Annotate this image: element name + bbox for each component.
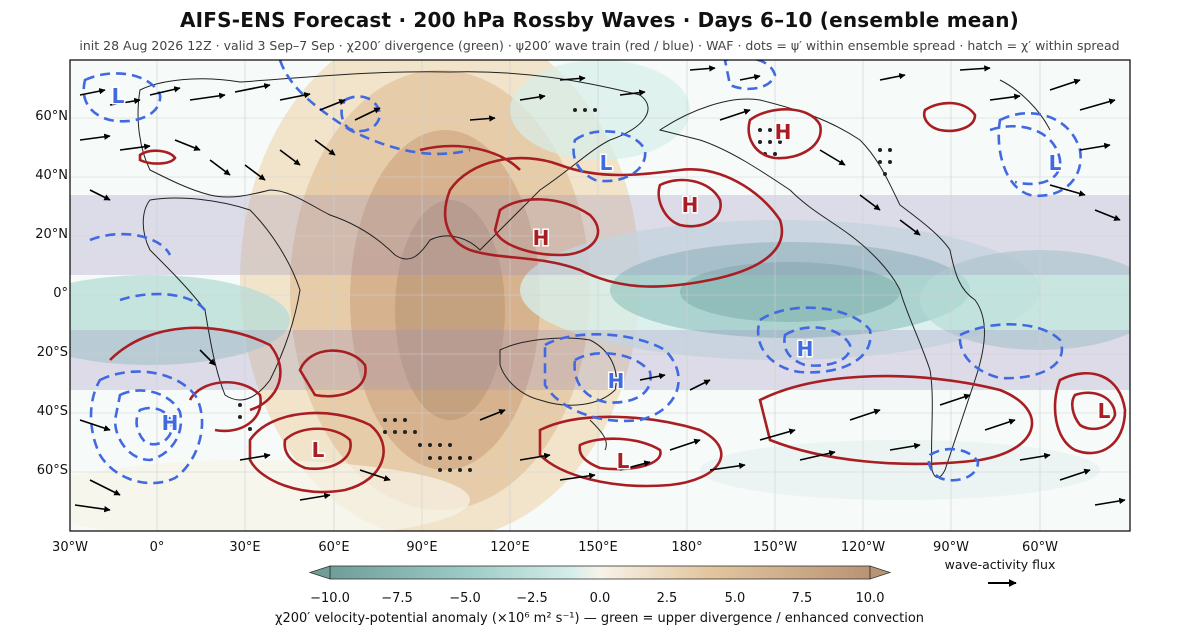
colorbar (308, 565, 892, 580)
colorbar-tick: 0.0 (589, 591, 611, 606)
stipple-dots (238, 108, 892, 472)
center-label-high: H (162, 411, 179, 435)
lon-label: 30°W (52, 540, 88, 555)
lon-label: 0° (149, 540, 165, 555)
center-label-high: H (797, 337, 814, 361)
colorbar-tick: −5.0 (449, 591, 481, 606)
center-label-low: L (1049, 151, 1062, 175)
colorbar-label: χ200′ velocity-potential anomaly (×10⁶ m… (274, 611, 925, 626)
center-label-high: H (608, 369, 625, 393)
lat-label: 20°N (35, 227, 68, 242)
center-label-low: L (617, 449, 630, 473)
colorbar-tick: 5.0 (724, 591, 746, 606)
waf-legend-label: wave-activity flux (944, 557, 1056, 572)
page-title: AIFS-ENS Forecast · 200 hPa Rossby Waves… (179, 8, 1019, 32)
colorbar-tick: −7.5 (381, 591, 413, 606)
colorbar-tick: −2.5 (516, 591, 548, 606)
colorbar-tick: 10.0 (855, 591, 885, 606)
lat-label: 60°N (35, 109, 68, 124)
lon-label: 120°W (840, 540, 886, 555)
page-subtitle: init 28 Aug 2026 12Z · valid 3 Sep–7 Sep… (79, 38, 1120, 53)
colorbar-tick: −10.0 (310, 591, 350, 606)
lat-label: 40°S (36, 404, 68, 419)
lon-label: 60°E (318, 540, 350, 555)
map-frame (69, 59, 1131, 532)
colorbar-tick: 7.5 (791, 591, 813, 606)
lon-label: 120°E (490, 540, 530, 555)
chi-anomaly-shading (70, 60, 1130, 531)
lon-label: 150°E (578, 540, 618, 555)
lat-label: 40°N (35, 168, 68, 183)
center-label-high: H (775, 120, 792, 144)
center-label-low: L (600, 151, 613, 175)
waf-arrows (74, 65, 1126, 513)
map-layers: L H H H L L H H H L L L (70, 60, 1130, 531)
lon-label: 180° (671, 540, 703, 555)
coastlines (137, 71, 1051, 478)
colorbar-tick: 2.5 (656, 591, 678, 606)
center-label-low: L (112, 84, 125, 108)
center-label-high: H (533, 226, 550, 250)
lon-label: 90°E (406, 540, 438, 555)
lon-label: 60°W (1022, 540, 1058, 555)
center-label-high: H (682, 193, 699, 217)
lat-label: 20°S (36, 345, 68, 360)
psi-high-contours (109, 101, 1127, 494)
center-label-low: L (312, 438, 325, 462)
lon-label: 150°W (752, 540, 798, 555)
lat-label: 0° (53, 286, 68, 301)
lon-label: 90°W (933, 540, 969, 555)
psi-low-contours (82, 60, 1082, 485)
lat-label: 60°S (36, 463, 68, 478)
lon-label: 30°E (229, 540, 261, 555)
center-label-low: L (1098, 399, 1111, 423)
pressure-center-labels: L H H H L L H H H L L L (110, 83, 1112, 475)
